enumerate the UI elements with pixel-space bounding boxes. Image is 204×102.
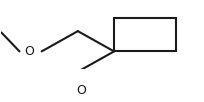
Text: O: O xyxy=(25,45,34,58)
Text: O: O xyxy=(76,84,86,97)
